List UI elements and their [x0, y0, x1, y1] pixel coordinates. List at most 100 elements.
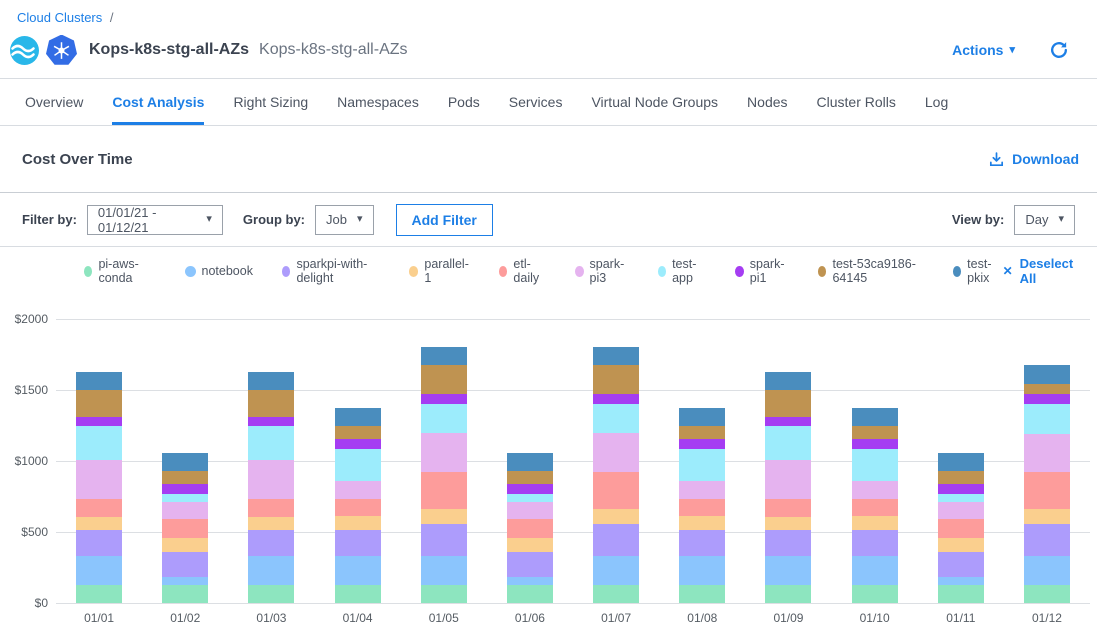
legend-item-test-app[interactable]: test-app — [658, 257, 707, 285]
tab-nodes[interactable]: Nodes — [747, 79, 787, 125]
bar-segment-test-pkix[interactable] — [76, 372, 122, 390]
bar-segment-etl-daily[interactable] — [938, 519, 984, 538]
bar-segment-pi-aws-conda[interactable] — [852, 585, 898, 603]
stacked-bar-01/11[interactable] — [938, 453, 984, 603]
bar-segment-pi-aws-conda[interactable] — [507, 585, 553, 603]
date-range-select[interactable]: 01/01/21 - 01/12/21 ▾ — [87, 205, 223, 235]
bar-segment-test-pkix[interactable] — [421, 347, 467, 365]
bar-segment-test-pkix[interactable] — [248, 372, 294, 390]
bar-segment-test-53ca9186-64145[interactable] — [593, 365, 639, 394]
bar-segment-test-app[interactable] — [852, 449, 898, 481]
bar-segment-test-app[interactable] — [507, 494, 553, 502]
group-by-select[interactable]: Job ▾ — [315, 205, 374, 235]
bar-segment-sparkpi-with-delight[interactable] — [679, 530, 725, 556]
bar-segment-test-app[interactable] — [938, 494, 984, 502]
bar-segment-notebook[interactable] — [76, 556, 122, 585]
bar-segment-test-pkix[interactable] — [679, 408, 725, 426]
bar-segment-sparkpi-with-delight[interactable] — [421, 524, 467, 556]
legend-item-spark-pi3[interactable]: spark-pi3 — [575, 257, 629, 285]
bar-segment-sparkpi-with-delight[interactable] — [1024, 524, 1070, 556]
stacked-bar-01/05[interactable] — [421, 347, 467, 603]
bar-segment-test-53ca9186-64145[interactable] — [507, 471, 553, 484]
stacked-bar-01/02[interactable] — [162, 453, 208, 603]
bar-segment-test-53ca9186-64145[interactable] — [679, 426, 725, 439]
bar-segment-test-pkix[interactable] — [852, 408, 898, 426]
bar-segment-sparkpi-with-delight[interactable] — [852, 530, 898, 556]
bar-segment-sparkpi-with-delight[interactable] — [162, 552, 208, 578]
bar-segment-test-53ca9186-64145[interactable] — [76, 390, 122, 417]
tab-cluster-rolls[interactable]: Cluster Rolls — [817, 79, 896, 125]
bar-segment-spark-pi1[interactable] — [765, 417, 811, 426]
bar-segment-etl-daily[interactable] — [162, 519, 208, 538]
stacked-bar-01/01[interactable] — [76, 372, 122, 603]
bar-segment-test-pkix[interactable] — [335, 408, 381, 426]
bar-segment-spark-pi3[interactable] — [1024, 434, 1070, 472]
bar-segment-notebook[interactable] — [593, 556, 639, 585]
bar-segment-etl-daily[interactable] — [76, 499, 122, 517]
bar-segment-parallel-1[interactable] — [335, 516, 381, 529]
bar-segment-etl-daily[interactable] — [765, 499, 811, 517]
bar-segment-notebook[interactable] — [507, 577, 553, 584]
tab-log[interactable]: Log — [925, 79, 948, 125]
stacked-bar-01/08[interactable] — [679, 408, 725, 603]
bar-segment-parallel-1[interactable] — [679, 516, 725, 529]
bar-segment-notebook[interactable] — [335, 556, 381, 585]
refresh-icon[interactable] — [1049, 40, 1069, 60]
tab-pods[interactable]: Pods — [448, 79, 480, 125]
bar-segment-test-app[interactable] — [765, 426, 811, 459]
bar-segment-spark-pi1[interactable] — [1024, 394, 1070, 403]
bar-segment-etl-daily[interactable] — [421, 472, 467, 509]
bar-segment-etl-daily[interactable] — [852, 499, 898, 517]
bar-segment-parallel-1[interactable] — [76, 517, 122, 530]
bar-segment-notebook[interactable] — [1024, 556, 1070, 585]
bar-segment-pi-aws-conda[interactable] — [679, 585, 725, 603]
bar-segment-parallel-1[interactable] — [421, 509, 467, 525]
legend-item-sparkpi-with-delight[interactable]: sparkpi-with-delight — [282, 257, 380, 285]
bar-segment-spark-pi3[interactable] — [593, 433, 639, 471]
bar-segment-test-53ca9186-64145[interactable] — [162, 471, 208, 484]
bar-segment-spark-pi1[interactable] — [852, 439, 898, 449]
bar-segment-test-53ca9186-64145[interactable] — [335, 426, 381, 439]
bar-segment-etl-daily[interactable] — [593, 472, 639, 509]
bar-segment-test-53ca9186-64145[interactable] — [1024, 384, 1070, 395]
legend-item-test-pkix[interactable]: test-pkix — [953, 257, 1003, 285]
add-filter-button[interactable]: Add Filter — [396, 204, 493, 236]
bar-segment-sparkpi-with-delight[interactable] — [507, 552, 553, 578]
bar-segment-test-pkix[interactable] — [593, 347, 639, 365]
bar-segment-spark-pi3[interactable] — [852, 481, 898, 499]
download-button[interactable]: Download — [988, 151, 1079, 168]
bar-segment-test-pkix[interactable] — [1024, 365, 1070, 383]
stacked-bar-01/04[interactable] — [335, 408, 381, 603]
bar-segment-pi-aws-conda[interactable] — [76, 585, 122, 603]
bar-segment-spark-pi3[interactable] — [335, 481, 381, 499]
view-by-select[interactable]: Day ▾ — [1014, 205, 1075, 235]
stacked-bar-01/09[interactable] — [765, 372, 811, 603]
bar-segment-test-53ca9186-64145[interactable] — [852, 426, 898, 439]
bar-segment-pi-aws-conda[interactable] — [421, 585, 467, 603]
bar-segment-notebook[interactable] — [852, 556, 898, 585]
bar-segment-test-app[interactable] — [76, 426, 122, 459]
bar-segment-etl-daily[interactable] — [679, 499, 725, 517]
bar-segment-etl-daily[interactable] — [1024, 472, 1070, 508]
bar-segment-test-app[interactable] — [679, 449, 725, 481]
bar-segment-notebook[interactable] — [765, 556, 811, 585]
bar-segment-parallel-1[interactable] — [507, 538, 553, 551]
bar-segment-parallel-1[interactable] — [938, 538, 984, 551]
bar-segment-pi-aws-conda[interactable] — [335, 585, 381, 603]
bar-segment-test-pkix[interactable] — [765, 372, 811, 390]
legend-item-etl-daily[interactable]: etl-daily — [499, 257, 546, 285]
bar-segment-spark-pi1[interactable] — [938, 484, 984, 495]
bar-segment-etl-daily[interactable] — [335, 499, 381, 517]
bar-segment-spark-pi1[interactable] — [507, 484, 553, 495]
tab-virtual-node-groups[interactable]: Virtual Node Groups — [591, 79, 718, 125]
bar-segment-spark-pi1[interactable] — [76, 417, 122, 426]
tab-cost-analysis[interactable]: Cost Analysis — [112, 79, 204, 125]
bar-segment-parallel-1[interactable] — [852, 516, 898, 529]
legend-item-spark-pi1[interactable]: spark-pi1 — [735, 257, 789, 285]
bar-segment-pi-aws-conda[interactable] — [593, 585, 639, 603]
bar-segment-sparkpi-with-delight[interactable] — [335, 530, 381, 556]
bar-segment-parallel-1[interactable] — [248, 517, 294, 530]
tab-services[interactable]: Services — [509, 79, 563, 125]
bar-segment-parallel-1[interactable] — [1024, 509, 1070, 525]
bar-segment-spark-pi1[interactable] — [593, 394, 639, 403]
